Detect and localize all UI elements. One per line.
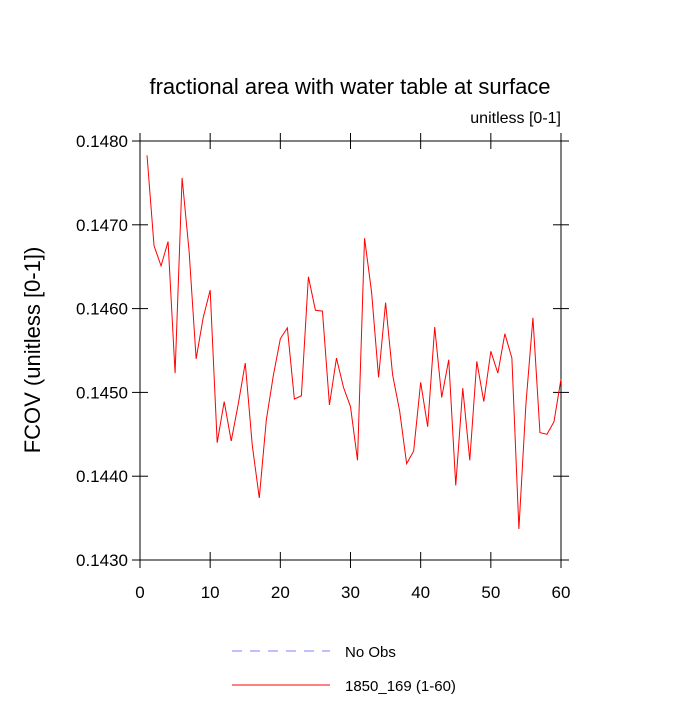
y-tick-label: 0.1450 <box>76 383 128 402</box>
y-axis-label: FCOV (unitless [0-1]) <box>20 247 45 454</box>
y-tick-label: 0.1430 <box>76 551 128 570</box>
chart-title: fractional area with water table at surf… <box>149 74 550 99</box>
x-tick-label: 40 <box>411 583 430 602</box>
series-line <box>146 155 562 530</box>
chart-subtitle: unitless [0-1] <box>470 110 561 127</box>
y-tick-label: 0.1480 <box>76 132 128 151</box>
y-tick-label: 0.1470 <box>76 216 128 235</box>
x-tick-label: 30 <box>341 583 360 602</box>
x-tick-label: 60 <box>552 583 571 602</box>
x-tick-label: 20 <box>271 583 290 602</box>
x-tick-label: 10 <box>201 583 220 602</box>
x-tick-label: 0 <box>135 583 144 602</box>
legend-label: No Obs <box>345 644 396 661</box>
y-tick-label: 0.1460 <box>76 300 128 319</box>
plot-frame <box>139 140 562 561</box>
x-tick-label: 50 <box>481 583 500 602</box>
legend-label: 1850_169 (1-60) <box>345 678 456 695</box>
y-tick-label: 0.1440 <box>76 467 128 486</box>
